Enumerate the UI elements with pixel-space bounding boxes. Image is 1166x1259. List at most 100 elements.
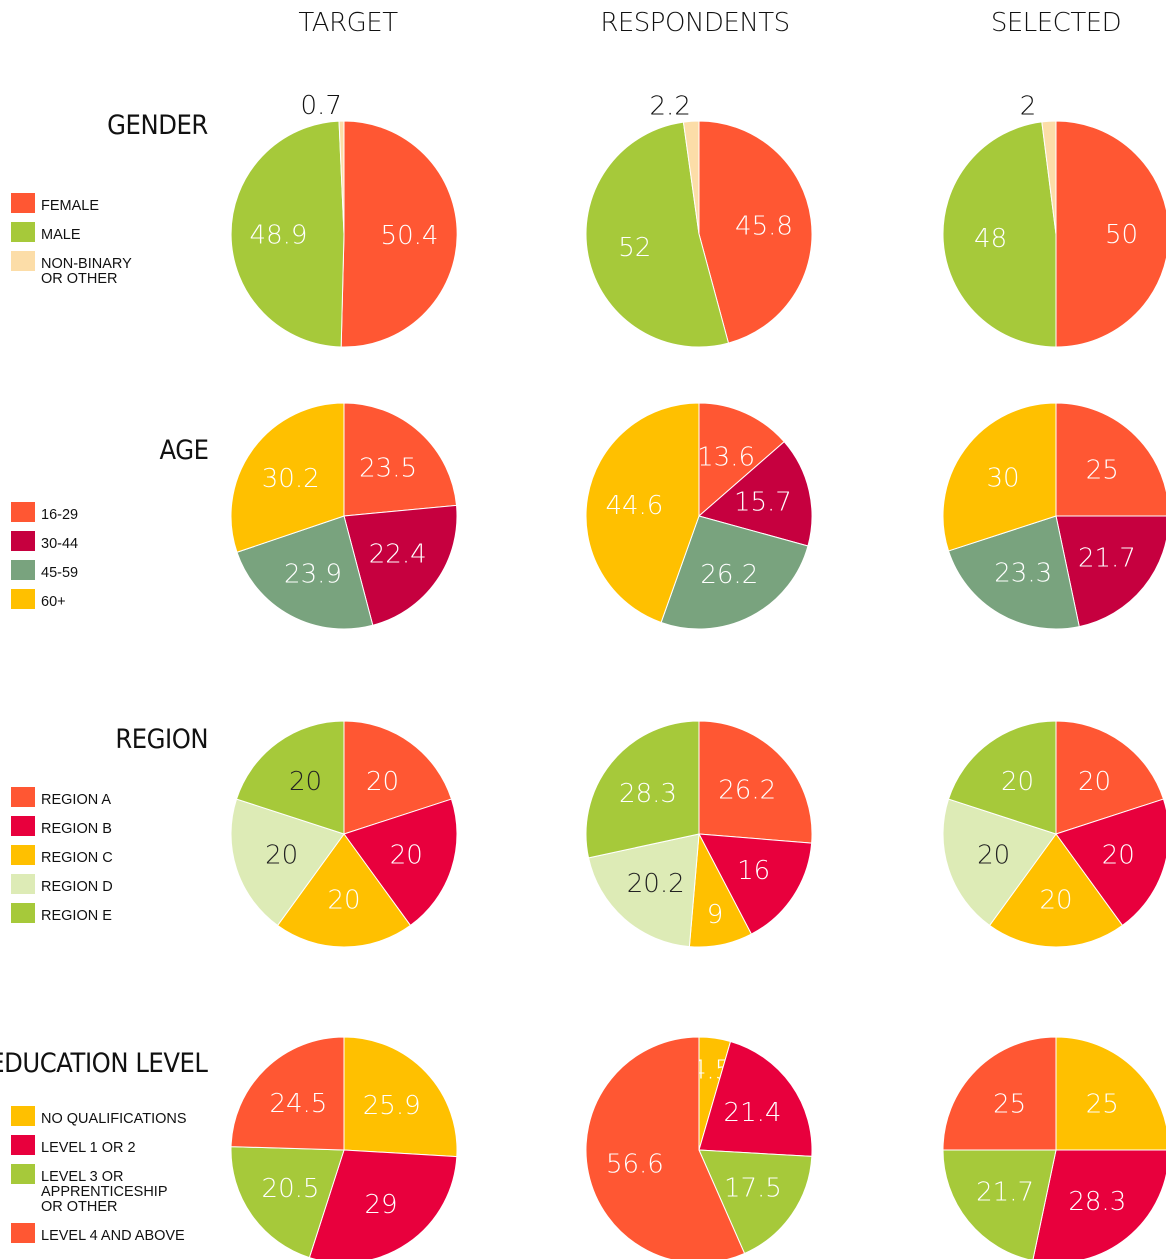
pie-slice <box>236 515 374 630</box>
legend-label: REGION A <box>41 792 112 808</box>
pie-slice <box>698 1149 813 1255</box>
pie-slice-label: 26.2 <box>700 560 758 590</box>
pie-slice <box>698 402 785 518</box>
legend-swatch <box>11 1223 35 1243</box>
legend-item: 45-59 <box>11 560 78 581</box>
legend-education-level: NO QUALIFICATIONS LEVEL 1 OR 2 LEVEL 3 O… <box>11 1106 191 1252</box>
legend-swatch <box>11 560 35 580</box>
pie-slice-label: 20 <box>1039 886 1072 916</box>
pie-slice <box>585 121 730 348</box>
pie-slice-label: 50.4 <box>381 221 439 251</box>
pie-slice <box>942 798 1057 927</box>
pie-slice-label: 20 <box>977 840 1010 870</box>
legend-swatch <box>11 1106 35 1126</box>
pie-slice-label: 30 <box>986 464 1019 494</box>
pie-slice <box>230 120 345 348</box>
pie-slice-label: 17.5 <box>724 1173 782 1203</box>
legend-label: 30-44 <box>41 536 79 552</box>
legend-gender: FEMALE MALE NON-BINARY OR OTHER <box>11 193 151 295</box>
legend-item: FEMALE <box>11 193 151 214</box>
pie-slice-label: 22.4 <box>369 540 427 570</box>
legend-item: 60+ <box>11 589 78 610</box>
legend-swatch <box>11 787 35 807</box>
pie-slice-label: 21.7 <box>976 1177 1034 1207</box>
pie-region-target: 20 20 20 20 20 <box>230 720 458 948</box>
legend-label: LEVEL 1 OR 2 <box>41 1140 136 1156</box>
pie-slice <box>585 720 700 859</box>
pie-slice <box>343 1036 458 1158</box>
pie-slice-label: 44.6 <box>605 491 663 521</box>
pie-education-level-target: 25.9 29 20.5 24.5 <box>230 1036 458 1259</box>
pie-slice <box>697 441 813 547</box>
column-header-respondents: RESPONDENTS <box>600 8 790 38</box>
pie-slice-label: 28.3 <box>619 779 677 809</box>
legend-swatch <box>11 222 35 242</box>
pie-slice <box>988 833 1124 948</box>
pie-slice <box>338 120 345 235</box>
pie-slice-label: 21.4 <box>724 1098 782 1128</box>
pie-slice-label: 25 <box>1086 456 1119 486</box>
legend-item: NON-BINARY OR OTHER <box>11 251 151 287</box>
pie-slice <box>1041 120 1057 235</box>
pie-slice-label: 30.2 <box>262 464 320 494</box>
pie-slice-label: 28.3 <box>1068 1187 1126 1217</box>
legend-label: NO QUALIFICATIONS <box>41 1111 187 1127</box>
legend-item: LEVEL 3 OR APPRENTICESHIP OR OTHER <box>11 1164 191 1215</box>
legend-swatch <box>11 845 35 865</box>
row-header-education-level: EDUCATION LEVEL <box>0 1048 208 1079</box>
legend-label: FEMALE <box>41 198 100 214</box>
legend-swatch <box>11 1135 35 1155</box>
pie-slice-label: 56.6 <box>606 1150 664 1180</box>
legend-label: REGION D <box>41 879 113 895</box>
pie-gender-respondents: 45.8 52 2.2 <box>585 91 813 348</box>
pie-slice <box>230 1036 345 1151</box>
row-header-region: REGION <box>115 724 208 755</box>
pie-slice-label: 0.7 <box>301 91 342 121</box>
pie-slice <box>343 402 458 517</box>
legend-label: 16-29 <box>41 507 79 523</box>
pie-slice <box>698 1040 813 1157</box>
pie-slice <box>942 1036 1057 1151</box>
pie-slice-label: 20 <box>265 840 298 870</box>
pie-slice-label: 9 <box>707 900 724 930</box>
pie-slice <box>698 120 813 344</box>
pie-slice <box>698 720 813 844</box>
legend-label: REGION B <box>41 821 112 837</box>
legend-swatch <box>11 251 35 271</box>
pie-slice <box>1055 120 1166 348</box>
legend-age: 16-29 30-44 45-59 60+ <box>11 502 78 618</box>
pie-slice <box>1055 1036 1166 1151</box>
pie-region-selected: 20 20 20 20 20 <box>942 720 1166 948</box>
pie-education-level-selected: 25 28.3 21.7 25 <box>942 1036 1166 1259</box>
legend-item: 16-29 <box>11 502 78 523</box>
legend-item: NO QUALIFICATIONS <box>11 1106 191 1127</box>
pie-slice-label: 20 <box>1001 767 1034 797</box>
pie-slice <box>698 833 813 935</box>
pie-slice <box>585 402 700 624</box>
pie-slice-label: 20.2 <box>627 869 685 899</box>
pie-slice <box>340 120 458 348</box>
legend-item: REGION E <box>11 903 113 924</box>
pie-slice-label: 21.7 <box>1078 543 1136 573</box>
legend-swatch <box>11 502 35 522</box>
legend-label: LEVEL 3 OR APPRENTICESHIP OR OTHER <box>41 1169 168 1215</box>
pie-slice-label: 48 <box>974 224 1007 254</box>
pie-slice <box>660 515 809 630</box>
pie-slice <box>942 121 1057 348</box>
pie-slice <box>942 1149 1057 1259</box>
pie-slice-label: 2.2 <box>650 91 691 121</box>
pie-slice <box>235 720 345 835</box>
pie-gender-target: 50.4 48.9 0.7 <box>230 91 458 348</box>
pie-slice-label: 24.5 <box>269 1089 327 1119</box>
pie-slice <box>587 833 700 948</box>
pie-slice-label: 48.9 <box>250 221 308 251</box>
legend-label: REGION C <box>41 850 113 866</box>
pie-slice-label: 23.3 <box>994 559 1052 589</box>
pie-slice-label: 16 <box>737 856 770 886</box>
pie-slice <box>1055 515 1166 628</box>
pie-slice-label: 26.2 <box>718 776 776 806</box>
pie-slice-label: 25 <box>993 1090 1026 1120</box>
pie-slice <box>230 798 345 927</box>
pie-slice-label: 45.8 <box>735 211 793 241</box>
